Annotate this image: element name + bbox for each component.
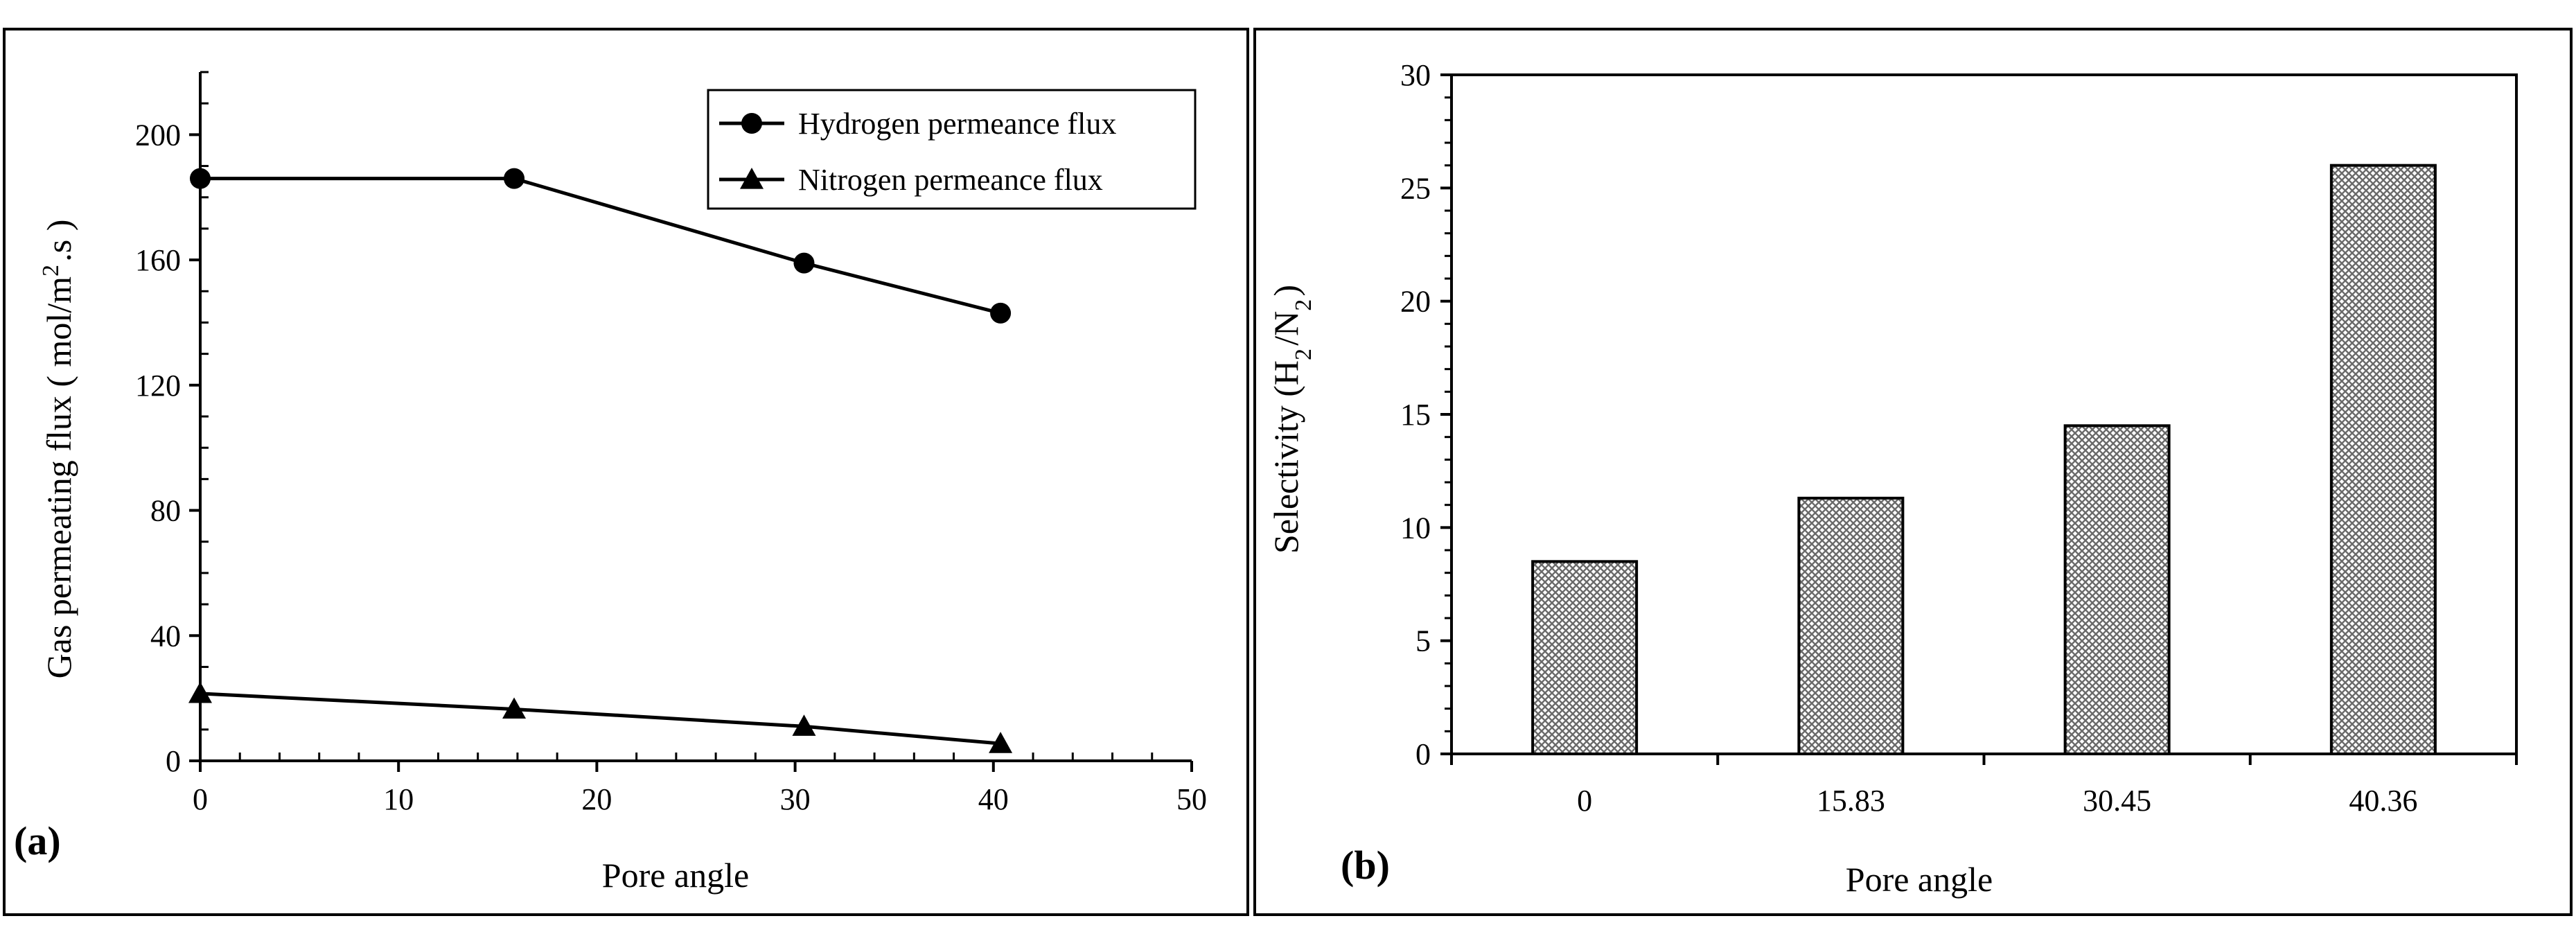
panel-b-bar-chart: 0 5 10 15 20 25 30 0 15.83 30.45 40.36 Selectivity…: [1253, 28, 2573, 916]
data-point: [792, 714, 816, 736]
legend-marker: [740, 168, 764, 189]
data-point: [502, 697, 527, 719]
y-tick-label: 20: [1400, 285, 1431, 319]
panel-b-x-axis-title: Pore angle: [1846, 860, 1993, 899]
panel-b-frame: [1253, 28, 2573, 916]
panel-a-y-axis-title: Gas permeating flux ( mol/m2 .s ): [38, 220, 79, 679]
x-tick-label: 40: [978, 782, 1009, 816]
x-tick-label: 30: [780, 782, 811, 816]
hydrogen-series: [190, 168, 1012, 324]
panel-b-bars: [1531, 164, 2437, 755]
panel-b-label: (b): [1341, 843, 1390, 888]
x-tick-label: 10: [383, 782, 414, 816]
data-point: [504, 168, 525, 189]
y-tick-label: 25: [1400, 171, 1431, 205]
legend-marker: [741, 113, 762, 134]
y-tick-label: 5: [1415, 624, 1431, 658]
y-tick-label: 120: [135, 369, 181, 403]
y-tick-label: 0: [166, 744, 181, 778]
panel-a-legend: Hydrogen permeance flux Nitrogen permeanc…: [707, 89, 1197, 210]
panel-a-line-chart: 0 40 80 120 160 200 0 10 20 30 40 50 Gas permeating…: [3, 28, 1249, 916]
bar: [1531, 560, 1639, 755]
y-tick-label: 10: [1400, 511, 1431, 545]
bar: [1797, 496, 1905, 755]
x-tick-label: 40.36: [2349, 784, 2417, 818]
y-tick-label: 40: [150, 619, 181, 653]
panel-a-x-axis-title: Pore angle: [602, 856, 749, 895]
legend-label: Hydrogen permeance flux: [798, 107, 1116, 141]
x-tick-label: 30.45: [2083, 784, 2151, 818]
panel-a-label: (a): [14, 818, 61, 863]
y-tick-label: 80: [150, 494, 181, 528]
nitrogen-series: [188, 681, 1013, 753]
panel-b-y-axis-title: Selectivity (H2 /N2 ): [1267, 285, 1316, 554]
x-tick-label: 0: [193, 782, 208, 816]
bar: [2329, 164, 2437, 755]
data-point: [190, 168, 211, 189]
y-tick-label: 15: [1400, 398, 1431, 432]
y-tick-label: 160: [135, 243, 181, 277]
panel-a-series: [188, 168, 1013, 753]
bar: [2063, 424, 2171, 755]
x-tick-label: 50: [1176, 782, 1207, 816]
data-point: [989, 732, 1013, 753]
series-line: [200, 177, 1001, 315]
data-point: [793, 252, 815, 274]
y-tick-label: 0: [1415, 737, 1431, 771]
x-tick-label: 20: [581, 782, 612, 816]
data-point: [990, 302, 1012, 324]
x-tick-label: 15.83: [1817, 784, 1885, 818]
y-tick-label: 200: [135, 118, 181, 152]
y-tick-label: 30: [1400, 58, 1431, 92]
panel-a-ticks: 0 40 80 120 160 200 0 10 20 30 40 50: [135, 71, 1207, 816]
legend-label: Nitrogen permeance flux: [798, 163, 1103, 197]
series-line: [200, 692, 1001, 746]
panel-a-frame: [3, 28, 1249, 916]
legend-frame: [707, 89, 1197, 210]
data-point: [188, 681, 212, 703]
x-tick-label: 0: [1577, 784, 1592, 818]
panel-b-ticks: 0 5 10 15 20 25 30 0 15.83 30.45 40.36: [1400, 58, 2518, 818]
